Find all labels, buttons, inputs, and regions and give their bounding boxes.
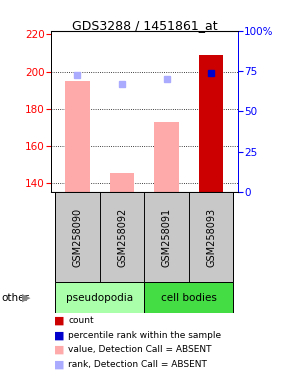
Text: GSM258093: GSM258093 xyxy=(206,208,216,266)
Text: percentile rank within the sample: percentile rank within the sample xyxy=(68,331,221,340)
Text: ■: ■ xyxy=(54,316,64,326)
Bar xyxy=(100,192,144,282)
Text: ■: ■ xyxy=(54,359,64,369)
Text: ■: ■ xyxy=(54,345,64,355)
Text: rank, Detection Call = ABSENT: rank, Detection Call = ABSENT xyxy=(68,360,207,369)
Text: GDS3288 / 1451861_at: GDS3288 / 1451861_at xyxy=(72,19,218,32)
Bar xyxy=(144,282,233,313)
Text: GSM258090: GSM258090 xyxy=(72,208,82,266)
Text: ▶: ▶ xyxy=(22,293,30,303)
Bar xyxy=(55,282,144,313)
Bar xyxy=(154,122,179,192)
Text: other: other xyxy=(1,293,29,303)
Text: count: count xyxy=(68,316,94,325)
Text: value, Detection Call = ABSENT: value, Detection Call = ABSENT xyxy=(68,345,212,354)
Bar xyxy=(65,81,90,192)
Bar xyxy=(110,174,134,192)
Text: cell bodies: cell bodies xyxy=(161,293,217,303)
Text: GSM258091: GSM258091 xyxy=(162,208,172,266)
Text: pseudopodia: pseudopodia xyxy=(66,293,133,303)
Bar xyxy=(189,192,233,282)
Bar xyxy=(55,192,100,282)
Text: ■: ■ xyxy=(54,330,64,340)
Bar xyxy=(199,55,223,192)
Text: GSM258092: GSM258092 xyxy=(117,207,127,267)
Bar xyxy=(144,192,189,282)
